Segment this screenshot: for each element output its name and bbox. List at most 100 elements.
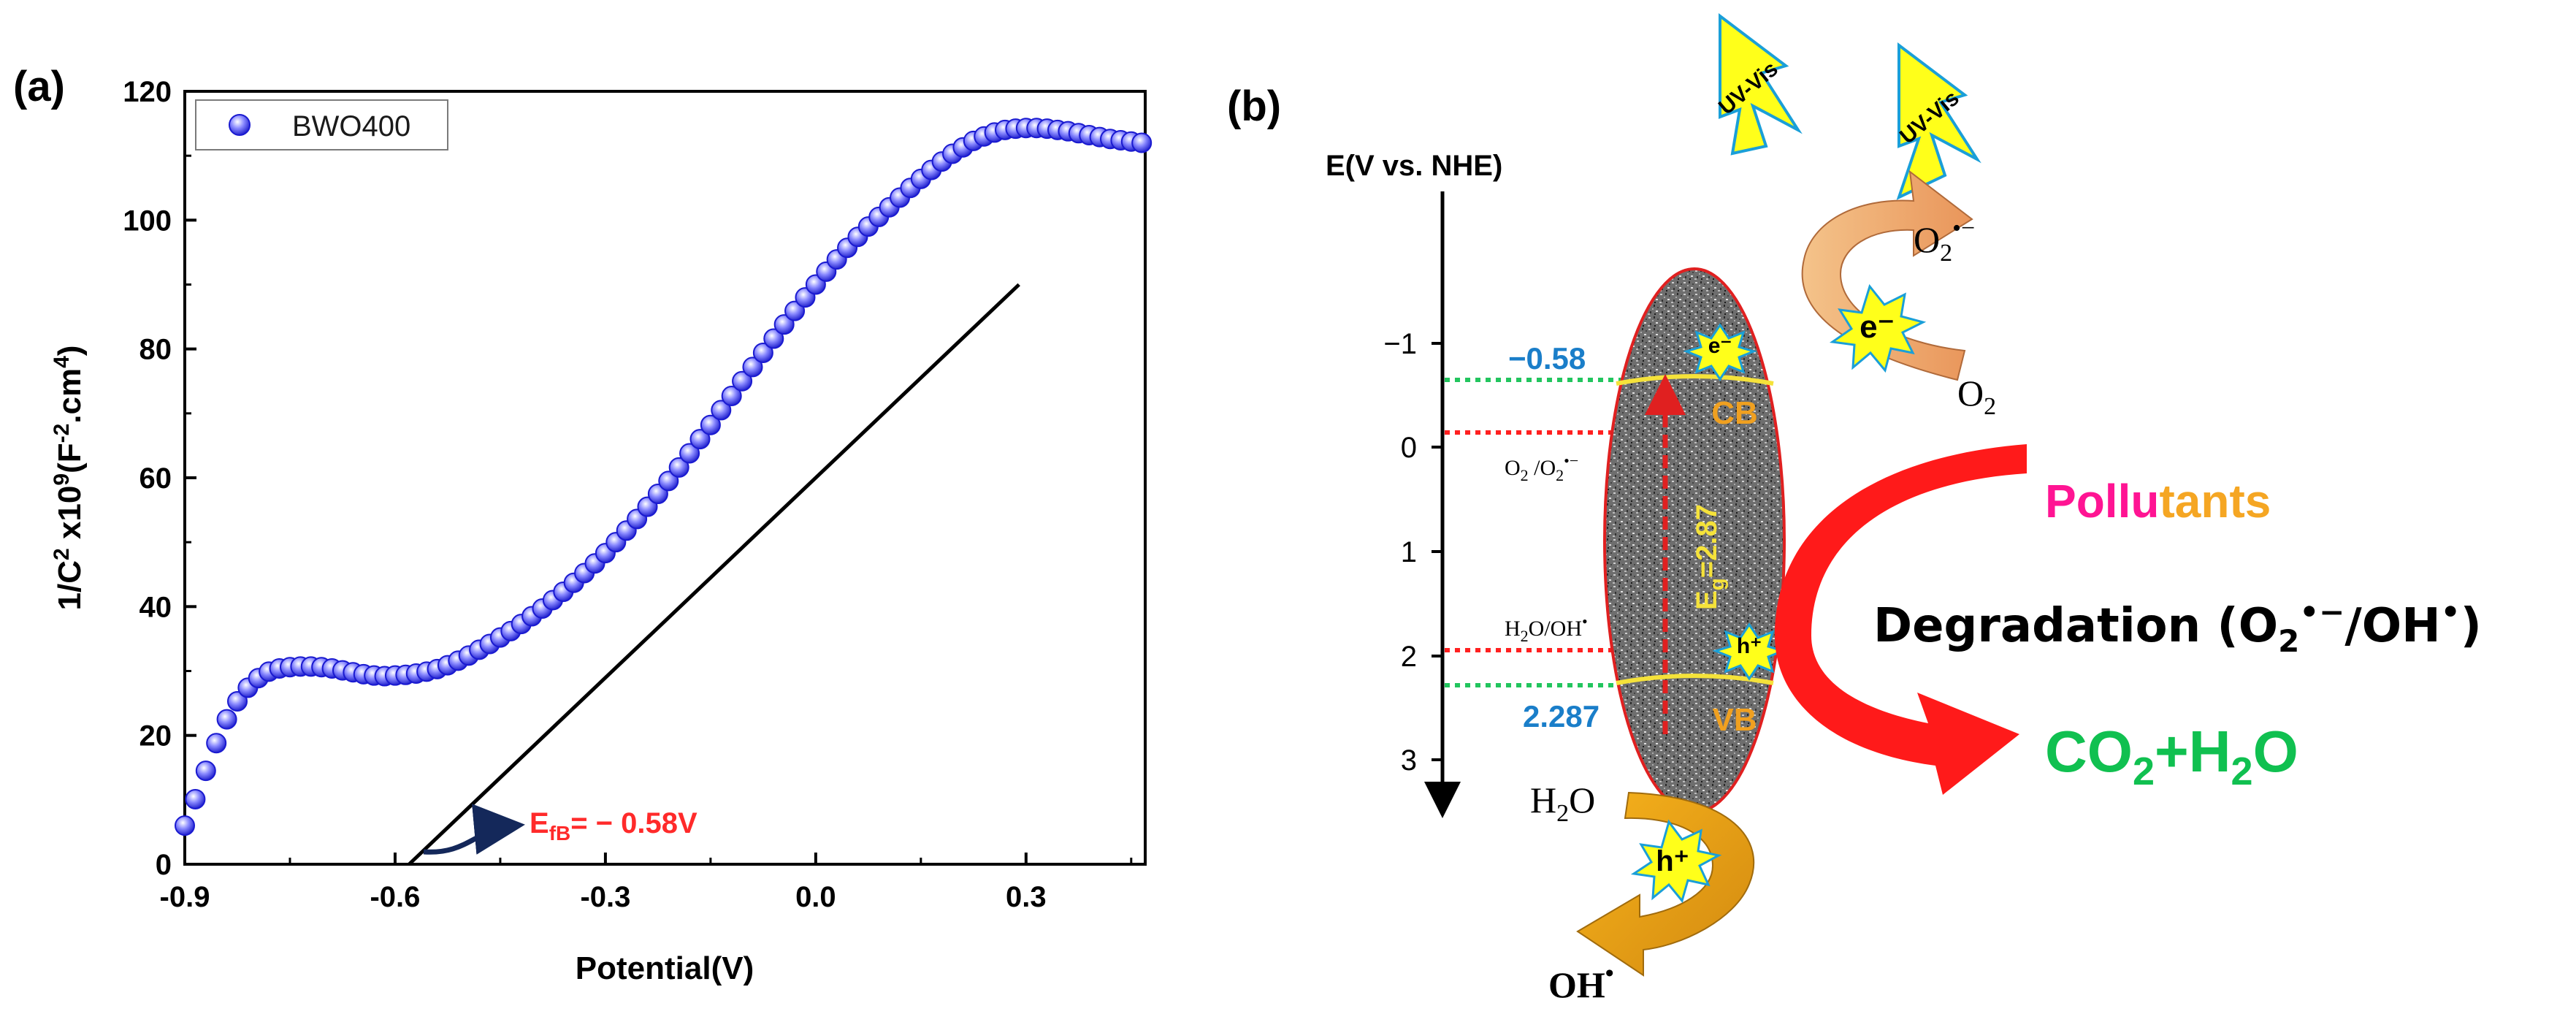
o2-reduction-arrow bbox=[1801, 169, 1973, 381]
redox1-b-sup: •− bbox=[1564, 451, 1578, 470]
panel-b-label: (b) bbox=[1227, 83, 1281, 130]
lightning-bolt-2: UV-Vis bbox=[1895, 42, 1981, 200]
y-axis-ticks: 0 20 40 60 80 100 120 bbox=[123, 76, 196, 881]
legend: BWO400 bbox=[195, 99, 448, 150]
data-point bbox=[689, 429, 711, 450]
data-point bbox=[226, 690, 248, 712]
y-label-unit-exp2: 4 bbox=[50, 356, 74, 368]
chart-panel-a: -0.9 -0.6 -0.3 0.0 0.3 0 20 40 60 80 100 120 BWO40… bbox=[50, 76, 1153, 986]
water-label: H2O bbox=[1530, 779, 1595, 827]
pollutants-part1: Pollu bbox=[2045, 475, 2159, 527]
x-axis-label: Potential(V) bbox=[576, 950, 754, 986]
x-axis-ticks: -0.9 -0.6 -0.3 0.0 0.3 bbox=[160, 853, 1133, 913]
products-c: O bbox=[2253, 719, 2298, 784]
annotation-value: = − 0.58V bbox=[570, 807, 697, 839]
electron-burst: e⁻ bbox=[1829, 283, 1927, 373]
y-label-exp2: 9 bbox=[50, 473, 74, 486]
vb-label: VB bbox=[1712, 702, 1757, 738]
data-point bbox=[763, 328, 784, 349]
y-tick-label: 40 bbox=[139, 591, 172, 623]
hole-burst-icon bbox=[1630, 819, 1722, 904]
cb-label: CB bbox=[1711, 395, 1758, 431]
data-point bbox=[668, 457, 689, 478]
data-point bbox=[721, 386, 742, 407]
water-a: H bbox=[1530, 779, 1556, 820]
hole-in-vb: h⁺ bbox=[1712, 622, 1786, 681]
y-tick-label: 100 bbox=[123, 205, 172, 237]
redox1-b-sub: 2 bbox=[1556, 466, 1564, 484]
data-points bbox=[175, 118, 1153, 836]
data-point bbox=[784, 300, 806, 321]
band-gap-label: Eg=2.87 bbox=[1691, 504, 1728, 610]
degradation-arrow bbox=[1775, 444, 2027, 795]
electron-star-icon bbox=[1683, 323, 1757, 381]
hole-star-icon bbox=[1712, 622, 1786, 681]
y-tick-label: 0 bbox=[156, 849, 172, 881]
energy-axis-ticks: −1 0 1 2 3 bbox=[1383, 328, 1442, 777]
data-point bbox=[206, 733, 227, 754]
legend-marker bbox=[229, 114, 251, 136]
flatband-annotation: EfB= − 0.58V bbox=[423, 804, 697, 855]
hole-burst: h⁺ bbox=[1630, 819, 1722, 904]
y-label-unit: (F bbox=[52, 443, 88, 473]
annotation-arrow bbox=[423, 804, 525, 855]
lightning-icon-2 bbox=[1896, 42, 1981, 200]
products-sub: 2 bbox=[2133, 750, 2155, 793]
electron-in-cb: e⁻ bbox=[1683, 323, 1757, 381]
tick-label-3: 3 bbox=[1401, 744, 1417, 777]
mechanism-diagram: UV-Vis UV-Vis E(V vs. NHE) −1 0 1 2 3 −0… bbox=[1326, 12, 2482, 1005]
data-point bbox=[216, 709, 237, 730]
panel-a-label: (a) bbox=[13, 63, 65, 110]
annotation-sub: fB bbox=[549, 822, 571, 845]
products-b: +H bbox=[2155, 719, 2231, 784]
redox1-a-sub: 2 bbox=[1521, 466, 1529, 484]
superoxide-sup: •− bbox=[1952, 215, 1975, 242]
oxygen-a: O bbox=[1957, 373, 1984, 413]
data-point bbox=[773, 314, 795, 335]
products-a: CO bbox=[2045, 719, 2133, 784]
x-tick-label: 0.0 bbox=[795, 881, 836, 913]
energy-axis-title: E(V vs. NHE) bbox=[1326, 150, 1502, 182]
data-point bbox=[195, 760, 216, 782]
electron-label-cb: e⁻ bbox=[1708, 334, 1732, 358]
lightning-bolt-1: UV-Vis bbox=[1714, 12, 1803, 156]
oxygen-sub: 2 bbox=[1984, 393, 1996, 420]
data-point bbox=[711, 400, 732, 421]
y-label-exp: 2 bbox=[50, 548, 74, 560]
superoxide-sub: 2 bbox=[1940, 240, 1952, 267]
tick-label-minus1: −1 bbox=[1383, 328, 1417, 360]
y-tick-label: 80 bbox=[139, 334, 172, 366]
linear-fit-line bbox=[408, 283, 1020, 866]
legend-entry: BWO400 bbox=[292, 110, 410, 142]
y-label-base: 1/C bbox=[52, 560, 88, 610]
pollutants-part2: tants bbox=[2159, 475, 2271, 527]
degradation-sup: •− bbox=[2299, 594, 2344, 630]
degradation-label: Degradation (O2•−/OH•) bbox=[1873, 594, 2482, 659]
water-b: O bbox=[1569, 779, 1595, 820]
tick-label-1: 1 bbox=[1401, 536, 1417, 568]
o2-redox-label: O2 /O2•− bbox=[1505, 451, 1578, 484]
oxygen-label: O2 bbox=[1957, 373, 1996, 420]
gap-sub: g bbox=[1705, 578, 1728, 590]
tick-label-0: 0 bbox=[1401, 432, 1417, 464]
data-point bbox=[175, 815, 195, 836]
h2o-oxidation-arrow bbox=[1576, 791, 1755, 977]
data-point bbox=[679, 443, 700, 464]
cb-value: −0.58 bbox=[1508, 341, 1586, 376]
degradation-sup2: • bbox=[2441, 594, 2461, 630]
redox2-text: H bbox=[1505, 617, 1521, 641]
gap-value: =2.87 bbox=[1691, 504, 1723, 578]
x-tick-label: 0.3 bbox=[1006, 881, 1047, 913]
data-point bbox=[732, 370, 753, 392]
y-label-unit-mid: .cm bbox=[52, 368, 88, 424]
degradation-close: ) bbox=[2461, 599, 2482, 653]
y-tick-label: 60 bbox=[139, 462, 172, 495]
pollutants-label: Pollutants bbox=[2045, 475, 2271, 527]
h2o-redox-label: H2O/OH• bbox=[1505, 612, 1588, 645]
hydroxyl-sup: • bbox=[1605, 960, 1614, 987]
data-point bbox=[742, 357, 763, 378]
electron-burst-icon bbox=[1829, 283, 1927, 373]
redox1-a: O bbox=[1505, 456, 1521, 480]
x-tick-label: -0.9 bbox=[160, 881, 210, 913]
